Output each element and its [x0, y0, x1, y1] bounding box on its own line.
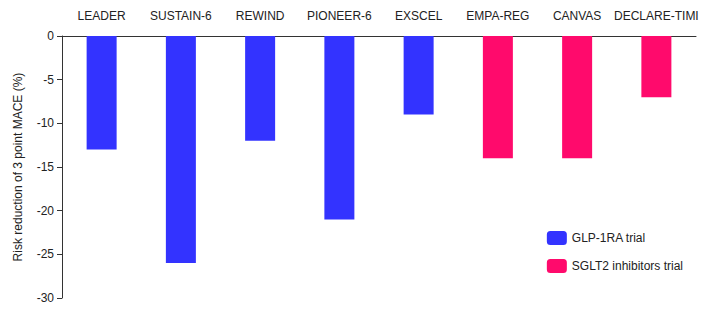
svg-text:-20: -20 [37, 204, 55, 218]
svg-text:-25: -25 [37, 247, 55, 261]
svg-text:EXSCEL: EXSCEL [395, 9, 443, 23]
svg-text:EMPA-REG: EMPA-REG [466, 9, 529, 23]
svg-text:-30: -30 [37, 291, 55, 305]
svg-text:SUSTAIN-6: SUSTAIN-6 [150, 9, 212, 23]
svg-text:-15: -15 [37, 160, 55, 174]
svg-text:SGLT2 inhibitors trial: SGLT2 inhibitors trial [572, 259, 683, 273]
svg-text:REWIND: REWIND [236, 9, 285, 23]
svg-text:CANVAS: CANVAS [553, 9, 601, 23]
svg-text:DECLARE-TIMI: DECLARE-TIMI [614, 9, 699, 23]
svg-text:Risk reduction of 3 point MACE: Risk reduction of 3 point MACE (%) [11, 73, 25, 262]
svg-text:LEADER: LEADER [78, 9, 126, 23]
svg-text:-5: -5 [43, 73, 54, 87]
svg-text:PIONEER-6: PIONEER-6 [307, 9, 372, 23]
svg-text:GLP-1RA trial: GLP-1RA trial [572, 231, 645, 245]
svg-text:0: 0 [47, 29, 54, 43]
svg-text:-10: -10 [37, 116, 55, 130]
